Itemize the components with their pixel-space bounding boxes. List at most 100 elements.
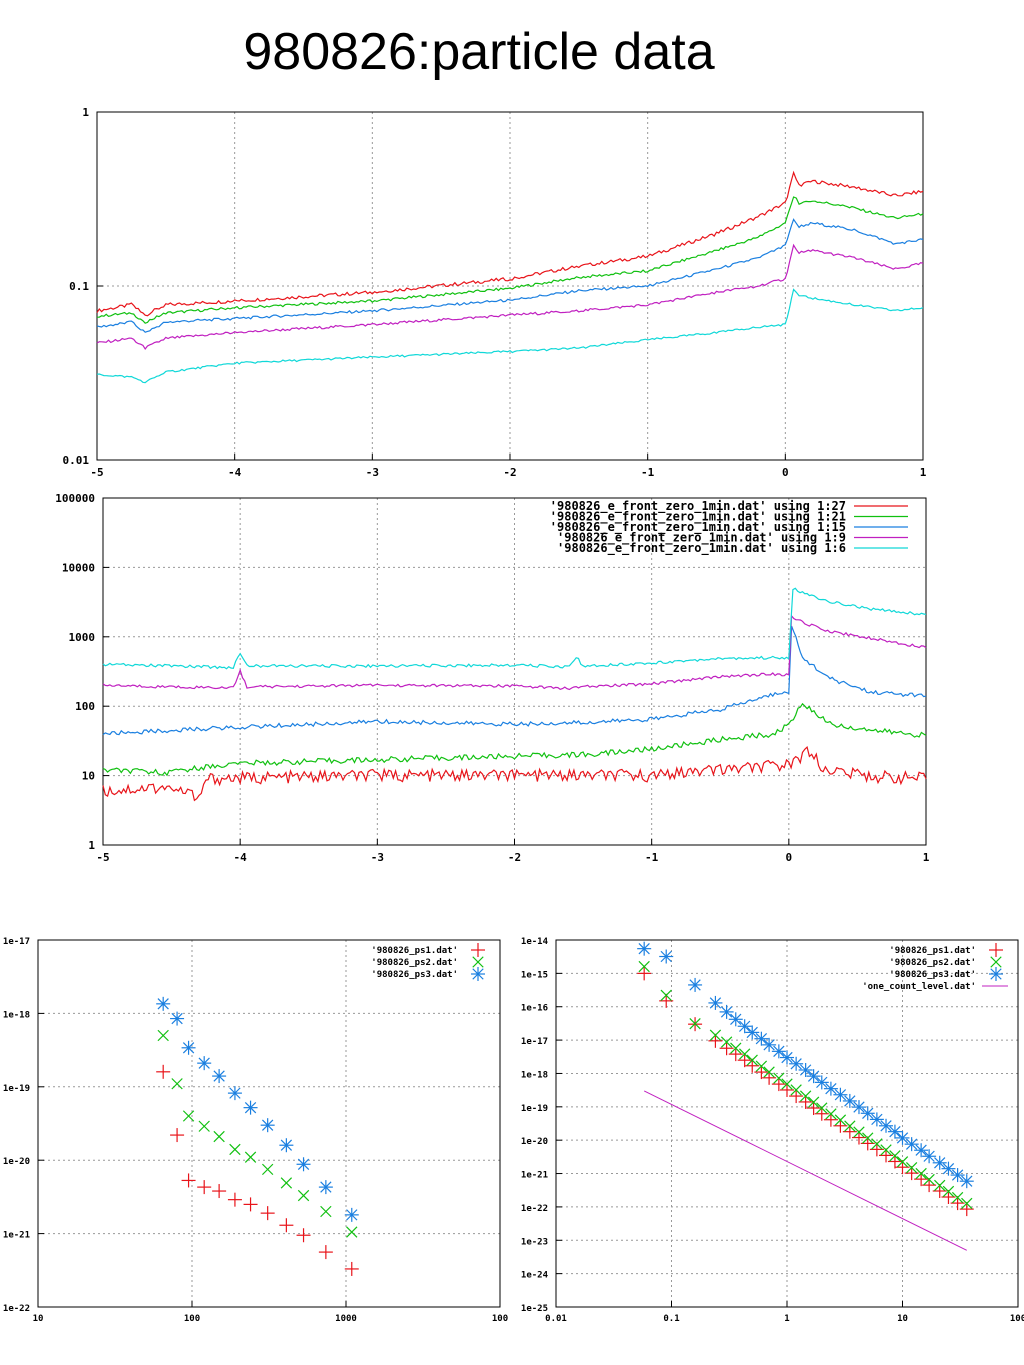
- data-point: [904, 1137, 919, 1152]
- legend-label: '980826_ps2.dat': [889, 958, 976, 968]
- data-point: [860, 1106, 875, 1121]
- x-tick-label: 10: [897, 1314, 908, 1324]
- data-point: [851, 1100, 866, 1115]
- data-point: [227, 1192, 242, 1207]
- y-tick-label: 1e-22: [3, 1304, 30, 1314]
- y-tick-label: 1e-18: [521, 1070, 548, 1080]
- data-point: [789, 1089, 804, 1104]
- x-tick-label: 10: [33, 1314, 44, 1324]
- data-point: [709, 1029, 722, 1041]
- x-tick-label: -3: [366, 466, 379, 479]
- data-point: [737, 1053, 752, 1068]
- x-tick-label: 0: [786, 851, 793, 864]
- data-point: [816, 1102, 828, 1114]
- data-point: [472, 956, 484, 968]
- x-tick-label: -2: [503, 466, 516, 479]
- data-point: [170, 1011, 185, 1026]
- legend-label: '980826_ps2.dat': [371, 958, 458, 968]
- legend-label: 'one_count_level.dat': [862, 982, 976, 992]
- data-point: [296, 1228, 311, 1243]
- x-tick-label: 100: [492, 1314, 508, 1324]
- data-point: [887, 1154, 902, 1169]
- time-series-plot-counts: -5 -4 -3 -2 -1 0 1 100000 10000 1000 100 10 1 '980826…: [55, 492, 929, 864]
- data-point: [157, 1029, 169, 1042]
- data-point: [773, 1072, 785, 1084]
- data-point: [279, 1218, 294, 1233]
- data-point: [790, 1084, 802, 1096]
- data-point: [344, 1261, 359, 1276]
- data-point: [745, 1025, 760, 1040]
- data-point: [243, 1100, 258, 1115]
- data-point: [990, 956, 1002, 968]
- series-line-magenta: [96, 243, 924, 351]
- y-tick-label: 0.01: [63, 454, 90, 467]
- data-point: [905, 1161, 918, 1174]
- data-point: [737, 1019, 752, 1034]
- data-point: [260, 1206, 275, 1221]
- data-point: [941, 1161, 956, 1176]
- data-point: [862, 1132, 874, 1144]
- data-point: [261, 1163, 274, 1176]
- data-point: [989, 967, 1003, 981]
- data-point: [708, 1033, 723, 1048]
- data-point: [814, 1106, 829, 1121]
- data-point: [798, 1062, 813, 1077]
- y-tick-label: 1e-14: [521, 937, 549, 947]
- y-tick-label: 1e-19: [3, 1084, 30, 1094]
- y-tick-label: 1e-23: [521, 1237, 548, 1247]
- legend-label: '980826_e_front_zero_1min.dat' using 1:2…: [550, 510, 846, 525]
- x-tick-label: 1: [920, 466, 927, 479]
- data-point: [719, 1004, 734, 1019]
- data-point: [197, 1056, 212, 1071]
- data-point: [320, 1205, 332, 1218]
- data-point: [318, 1245, 333, 1260]
- data-point: [170, 1128, 185, 1143]
- plot-frame: [555, 939, 1019, 1308]
- data-point: [318, 1180, 333, 1195]
- y-tick-label: 1e-20: [3, 1157, 30, 1167]
- legend-label: '980826_ps1.dat': [889, 946, 976, 956]
- data-point: [951, 1191, 964, 1204]
- plot-frame: [102, 497, 927, 846]
- legend-label: '980826_ps3.dat': [371, 970, 458, 980]
- data-point: [823, 1081, 838, 1096]
- data-point: [244, 1151, 257, 1163]
- data-point: [806, 1069, 821, 1084]
- data-point: [746, 1054, 758, 1066]
- data-point: [887, 1124, 902, 1139]
- data-point: [660, 989, 672, 1001]
- data-point: [637, 941, 652, 956]
- data-point: [156, 1064, 171, 1079]
- data-point: [213, 1130, 225, 1143]
- spectrum-plot-left: 10 100 1000 100 1e-17 1e-18 1e-19 1e-20 1e-21 1e-…: [3, 937, 508, 1324]
- data-point: [923, 1173, 935, 1186]
- data-point: [915, 1167, 927, 1180]
- series-line-green: [97, 196, 924, 324]
- data-point: [659, 993, 674, 1008]
- data-point: [959, 1202, 974, 1217]
- x-tick-label: -1: [645, 851, 659, 864]
- x-tick-label: -4: [228, 466, 242, 479]
- series-line-green: [102, 702, 927, 777]
- data-point: [842, 1124, 857, 1139]
- data-point: [825, 1108, 837, 1120]
- series-line-magenta: [102, 614, 927, 691]
- data-point: [934, 1179, 946, 1192]
- x-tick-label: -5: [96, 851, 109, 864]
- data-point: [346, 1226, 358, 1238]
- data-point: [844, 1120, 856, 1132]
- y-tick-label: 1e-17: [3, 937, 30, 947]
- x-tick-label: 100: [1010, 1314, 1024, 1324]
- x-tick-label: -2: [508, 851, 521, 864]
- y-tick-label: 1000: [69, 631, 96, 644]
- y-tick-label: 1: [82, 106, 89, 119]
- data-point: [895, 1130, 910, 1145]
- data-point: [754, 1031, 769, 1046]
- data-point: [738, 1048, 751, 1060]
- data-point: [807, 1096, 820, 1108]
- data-point: [754, 1065, 769, 1080]
- data-point: [989, 943, 1003, 957]
- y-tick-label: 1e-22: [521, 1204, 548, 1214]
- data-point: [719, 1041, 734, 1056]
- data-point: [879, 1118, 894, 1133]
